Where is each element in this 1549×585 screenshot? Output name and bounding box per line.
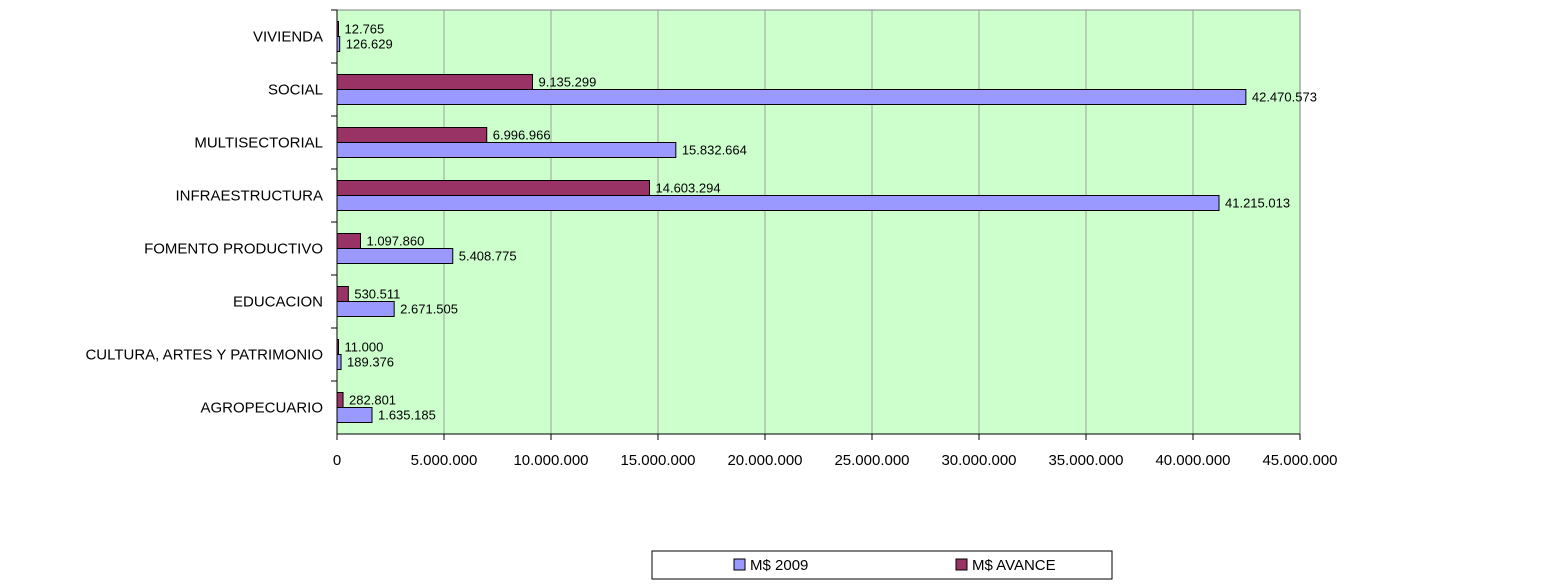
bar [336,407,373,423]
x-tick-label: 20.000.000 [727,452,802,469]
category-label: EDUCACION [233,294,323,311]
data-label: 1.635.185 [378,408,436,423]
x-tick-label: 35.000.000 [1048,452,1123,469]
bar [336,195,1220,211]
gridlines [443,10,1194,434]
data-label: 282.801 [349,393,396,408]
bar [336,286,349,302]
x-tick-label: 40.000.000 [1155,452,1230,469]
legend-box [651,550,1113,580]
data-label: 530.511 [354,287,400,302]
data-label: 41.215.013 [1225,196,1290,211]
bar [336,354,342,370]
data-label: 189.376 [347,355,394,370]
x-tick-label: 5.000.000 [411,452,478,469]
category-label: FOMENTO PRODUCTIVO [144,241,323,258]
bars [336,21,1247,423]
data-label: 11.000 [345,340,384,355]
x-tick-label: 10.000.000 [513,452,588,469]
x-tick-label: 0 [333,452,341,469]
data-label: 15.832.664 [682,143,747,158]
bar [336,89,1247,105]
category-label: VIVIENDA [253,29,323,46]
category-label: INFRAESTRUCTURA [175,188,323,205]
data-label: 2.671.505 [400,302,458,317]
bar [336,233,361,249]
data-label: 126.629 [346,37,393,52]
legend-swatch [733,558,746,571]
plot-area [336,9,1301,435]
data-label: 42.470.573 [1252,90,1317,105]
data-label: 5.408.775 [459,249,517,264]
bar [336,392,344,408]
axes: 0 5.000.000 10.000.000 15.000.000 20.000.000… [85,9,1338,469]
data-label: 6.996.966 [493,128,551,143]
data-label: 9.135.299 [538,75,596,90]
legend-label: M$ 2009 [750,557,808,574]
bar [336,127,488,143]
bar [336,142,677,158]
data-label: 14.603.294 [656,181,721,196]
x-tick-label: 15.000.000 [620,452,695,469]
bar [336,248,454,264]
bar [336,74,533,90]
bar [336,301,395,317]
category-label: AGROPECUARIO [200,400,323,417]
legend-swatch [955,558,968,571]
bar [336,180,651,196]
legend-label: M$ AVANCE [972,557,1056,574]
category-label: CULTURA, ARTES Y PATRIMONIO [85,347,323,364]
x-tick-label: 45.000.000 [1262,452,1337,469]
data-label: 12.765 [345,22,385,37]
x-tick-label: 25.000.000 [834,452,909,469]
category-label: SOCIAL [268,82,323,99]
legend: M$ 2009 M$ AVANCE [651,550,1113,580]
data-label: 1.097.860 [366,234,424,249]
x-tick-label: 30.000.000 [941,452,1016,469]
category-label: MULTISECTORIAL [194,135,323,152]
